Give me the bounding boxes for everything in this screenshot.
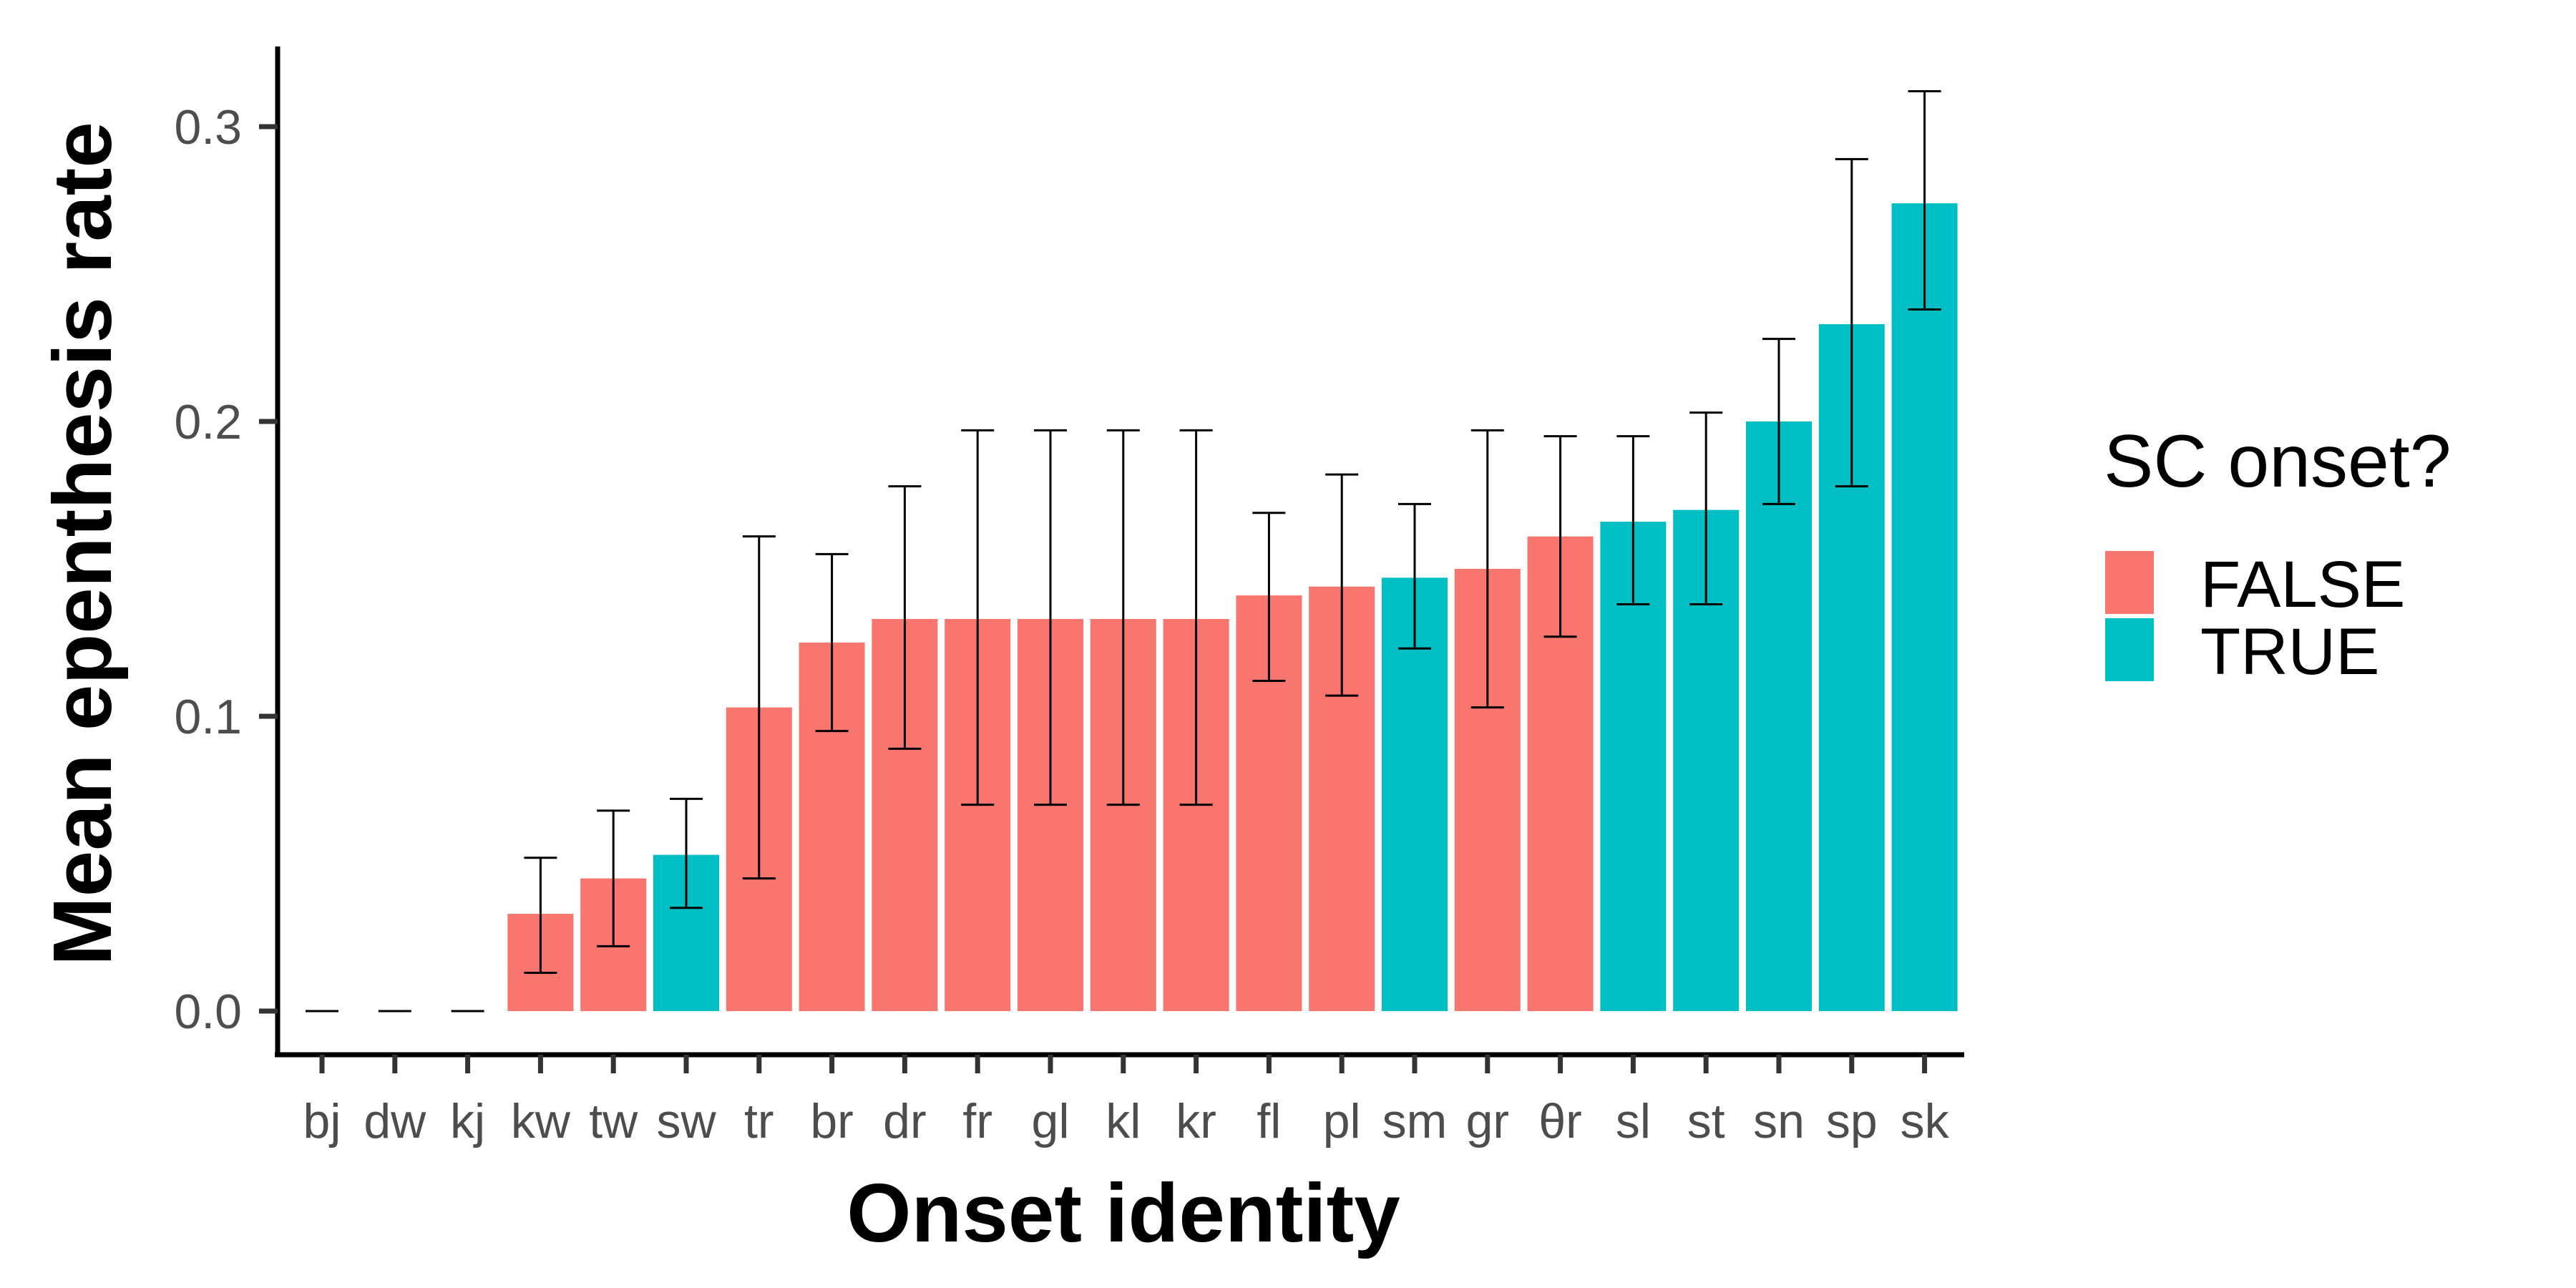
x-tick-label-tw: tw	[589, 1094, 638, 1148]
legend-swatch-false	[2105, 551, 2154, 614]
x-tick-label-sn: sn	[1753, 1094, 1805, 1148]
bar-sk	[1891, 203, 1958, 1011]
x-tick-label-pl: pl	[1323, 1094, 1361, 1148]
x-tick-label-kw: kw	[511, 1094, 571, 1148]
x-tick-label-gl: gl	[1032, 1094, 1070, 1148]
x-tick-label-dw: dw	[364, 1094, 426, 1148]
x-tick-label-bj: bj	[303, 1094, 341, 1148]
bar-sn	[1746, 421, 1812, 1011]
x-axis-title: Onset identity	[847, 1166, 1400, 1259]
x-tick-label-kj: kj	[450, 1094, 485, 1148]
y-tick-label-0.1: 0.1	[174, 690, 242, 744]
x-tick-label-st: st	[1687, 1094, 1725, 1148]
legend-label-true: TRUE	[2200, 615, 2379, 688]
x-tick-label-θr: θr	[1538, 1094, 1581, 1148]
x-tick-label-sl: sl	[1616, 1094, 1651, 1148]
y-axis-title: Mean epenthesis rate	[36, 122, 129, 966]
y-ticks-layer: 0.0 0.1 0.2 0.3	[174, 100, 278, 1039]
bars-layer	[507, 203, 1958, 1011]
x-tick-label-sw: sw	[656, 1094, 716, 1148]
errorbars-layer	[306, 90, 1941, 1013]
x-tick-label-kr: kr	[1176, 1094, 1216, 1148]
y-tick-label-0.2: 0.2	[174, 395, 242, 449]
x-tick-label-sm: sm	[1382, 1094, 1448, 1148]
legend: SC onset? FALSE TRUE	[2104, 420, 2451, 688]
x-tick-label-br: br	[810, 1094, 853, 1148]
legend-title: SC onset?	[2104, 420, 2451, 503]
x-tick-label-tr: tr	[744, 1094, 774, 1148]
x-tick-label-fl: fl	[1257, 1094, 1281, 1148]
x-ticks-layer: bj dw kj kw tw sw tr br dr fr gl kl kr fl pl sm gr θr sl st…	[303, 1055, 1950, 1148]
y-tick-label-0.0: 0.0	[174, 985, 242, 1039]
x-tick-label-kl: kl	[1106, 1094, 1141, 1148]
y-tick-label-0.3: 0.3	[174, 100, 242, 155]
axes-layer	[275, 47, 1964, 1058]
x-tick-label-sp: sp	[1826, 1094, 1878, 1148]
x-tick-label-gr: gr	[1466, 1094, 1509, 1148]
legend-swatch-true	[2105, 618, 2154, 681]
x-tick-label-fr: fr	[962, 1094, 992, 1148]
bar-sm	[1382, 577, 1448, 1011]
x-tick-label-sk: sk	[1901, 1094, 1950, 1148]
x-tick-label-dr: dr	[883, 1094, 926, 1148]
legend-label-false: FALSE	[2200, 548, 2405, 621]
